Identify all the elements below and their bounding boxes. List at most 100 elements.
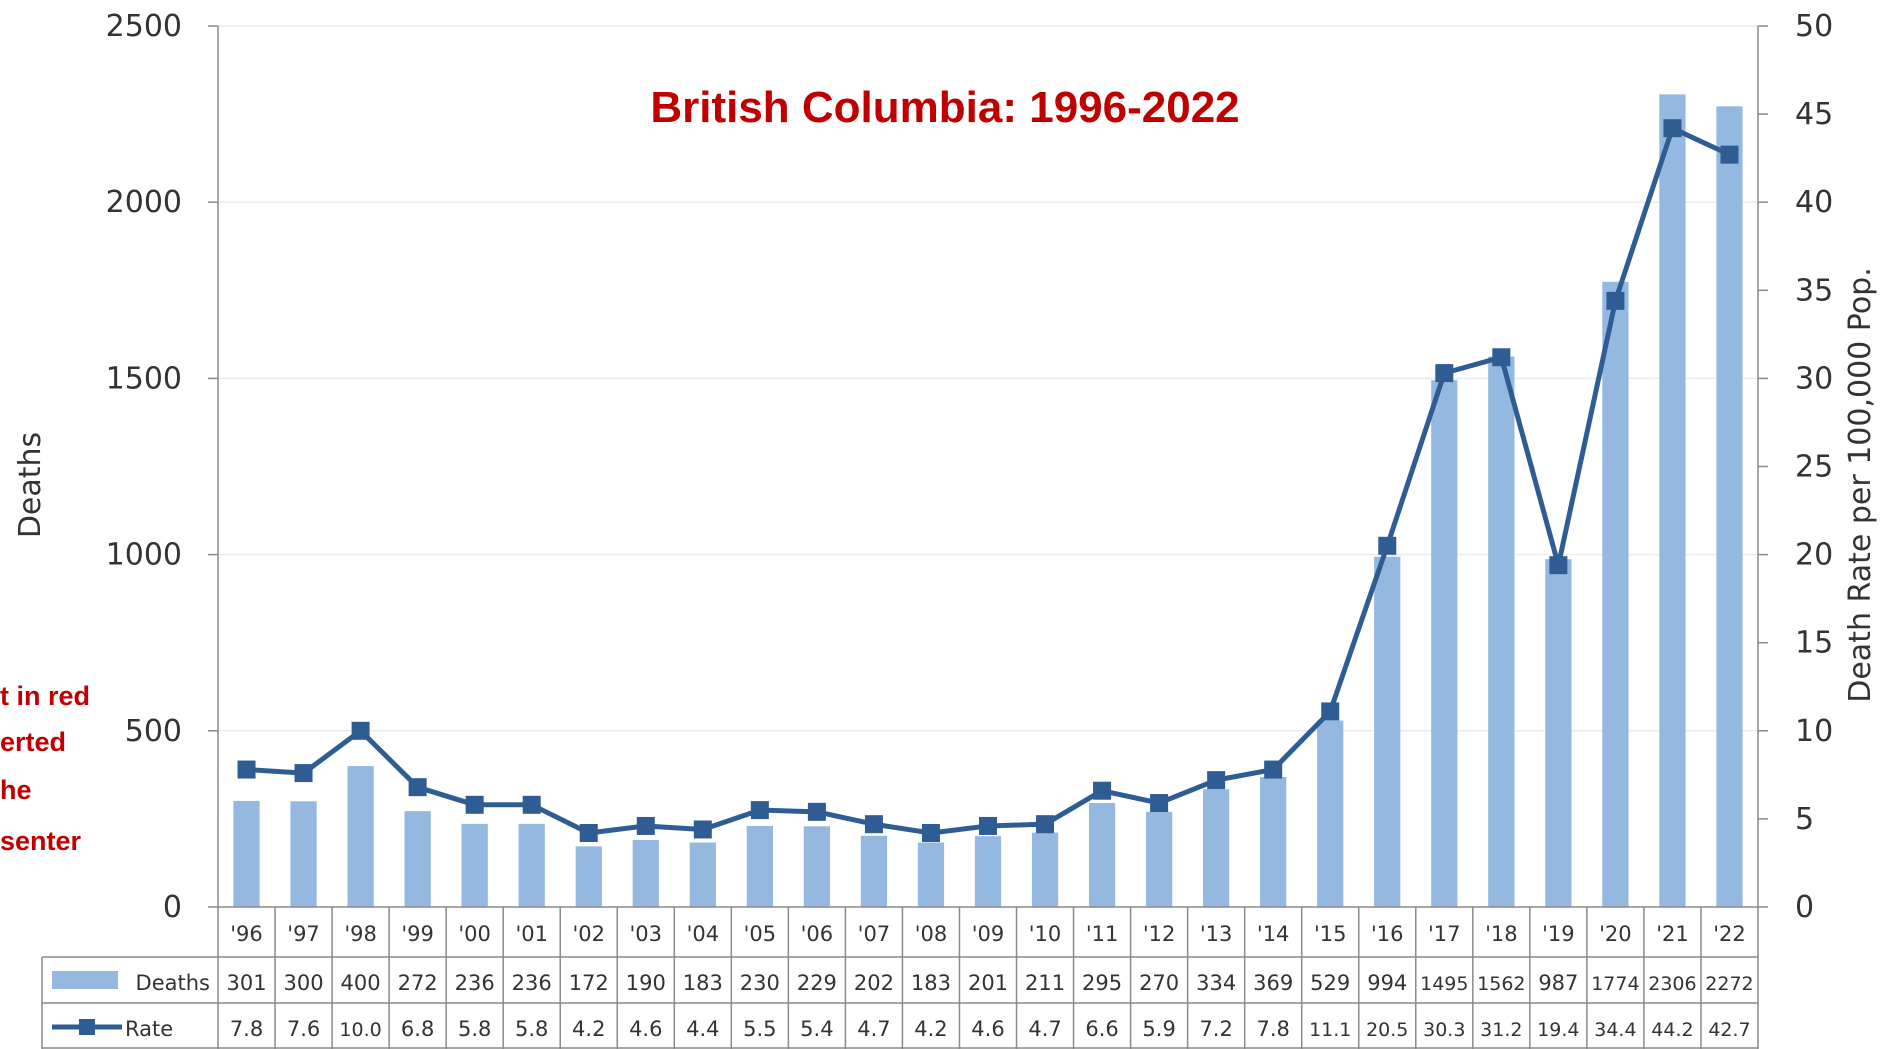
table-cell-deaths: 229 — [797, 971, 837, 995]
table-cell-deaths: 369 — [1253, 971, 1293, 995]
rate-marker — [1150, 794, 1169, 813]
rate-marker — [1207, 771, 1226, 790]
deaths-bar — [974, 836, 1002, 907]
rate-marker — [351, 721, 370, 740]
deaths-bar — [1716, 106, 1743, 908]
deaths-bar — [860, 835, 888, 907]
rate-marker — [636, 816, 655, 835]
table-cell-deaths: 1495 — [1420, 973, 1468, 995]
rate-marker — [1264, 760, 1283, 779]
x-tick-label: '08 — [915, 922, 948, 946]
deaths-bar — [461, 823, 488, 907]
table-cell-rate: 5.8 — [515, 1017, 548, 1041]
table-cell-rate: 4.2 — [572, 1017, 605, 1041]
right-tick-label: 35 — [1795, 273, 1833, 308]
right-tick-label: 10 — [1795, 714, 1833, 749]
left-tick-label: 1500 — [106, 361, 182, 396]
rate-marker — [408, 778, 427, 797]
annotation-line: erted — [0, 727, 66, 757]
legend-marker-rate — [79, 1019, 95, 1035]
deaths-bar — [1659, 94, 1686, 907]
x-tick-label: '96 — [230, 922, 263, 946]
left-tick-label: 1000 — [106, 538, 182, 573]
table-cell-rate: 6.6 — [1085, 1017, 1118, 1041]
right-tick-label: 20 — [1795, 538, 1833, 573]
deaths-bar — [1145, 811, 1173, 907]
rate-marker — [1435, 364, 1454, 383]
table-cell-deaths: 211 — [1025, 971, 1065, 995]
table-cell-deaths: 236 — [455, 971, 495, 995]
table-cell-deaths: 183 — [911, 971, 951, 995]
right-tick-label: 45 — [1795, 97, 1833, 132]
right-axis-title: Death Rate per 100,000 Pop. — [1843, 267, 1878, 703]
axes: 0 500 1000 1500 2000 2500 0 5 10 15 20 25 30 35 40 45 50 — [106, 9, 1834, 925]
deaths-bar — [518, 823, 545, 907]
x-tick-label: '10 — [1029, 922, 1062, 946]
deaths-bar — [1431, 380, 1458, 907]
table-cell-deaths: 400 — [341, 971, 381, 995]
rate-marker — [807, 802, 826, 821]
deaths-bar — [1602, 281, 1629, 907]
table-cell-rate: 11.1 — [1309, 1019, 1351, 1041]
rate-marker — [579, 823, 598, 842]
table-cell-deaths: 300 — [284, 971, 324, 995]
legend-swatch-deaths — [52, 971, 118, 989]
x-tick-label: '20 — [1599, 922, 1632, 946]
x-tick-label: '18 — [1485, 922, 1518, 946]
table-cell-rate: 4.6 — [629, 1017, 662, 1041]
rate-marker — [1036, 815, 1055, 834]
deaths-bar — [290, 801, 317, 907]
deaths-bar — [347, 766, 374, 907]
deaths-bar — [1088, 803, 1116, 907]
rate-marker — [294, 764, 313, 783]
table-cell-deaths: 295 — [1082, 971, 1122, 995]
table-cell-deaths: 270 — [1139, 971, 1179, 995]
table-cell-deaths: 1774 — [1591, 973, 1639, 995]
table-cell-rate: 7.8 — [1256, 1017, 1289, 1041]
table-cell-deaths: 2306 — [1648, 973, 1696, 995]
x-tick-label: '05 — [744, 922, 777, 946]
deaths-bar — [1260, 776, 1287, 907]
table-cell-rate: 5.8 — [458, 1017, 491, 1041]
rate-marker — [1663, 119, 1682, 138]
x-tick-label: '01 — [515, 922, 548, 946]
x-tick-label: '00 — [458, 922, 491, 946]
table-cell-rate: 31.2 — [1480, 1019, 1522, 1041]
data-table: '96 '97 '98 '99 '00 '01 '02 '03 '04 '05 '06 '07 '08 '… — [41, 906, 1759, 1049]
table-cell-rate: 5.9 — [1142, 1017, 1175, 1041]
left-tick-label: 2500 — [106, 9, 182, 44]
table-cell-rate: 42.7 — [1708, 1019, 1750, 1041]
right-tick-label: 5 — [1795, 802, 1814, 837]
table-cell-rate: 4.2 — [914, 1017, 947, 1041]
x-tick-label: '16 — [1371, 922, 1404, 946]
rate-marker — [921, 823, 940, 842]
x-tick-label: '97 — [287, 922, 320, 946]
table-cell-rate: 20.5 — [1366, 1019, 1408, 1041]
deaths-bar — [917, 842, 945, 907]
deaths-bars — [233, 94, 1743, 908]
table-cell-deaths: 529 — [1310, 971, 1350, 995]
table-cell-rate: 7.2 — [1199, 1017, 1232, 1041]
rate-marker — [1492, 348, 1511, 367]
x-tick-label: '09 — [972, 922, 1005, 946]
table-cell-deaths: 301 — [226, 971, 266, 995]
table-cell-rate: 6.8 — [401, 1017, 434, 1041]
table-cell-deaths: 190 — [626, 971, 666, 995]
table-cell-deaths: 2272 — [1705, 973, 1753, 995]
table-cell-deaths: 230 — [740, 971, 780, 995]
rate-marker — [750, 801, 769, 820]
table-cell-deaths: 1562 — [1477, 973, 1525, 995]
rate-marker — [1378, 536, 1397, 555]
table-cell-rate: 44.2 — [1651, 1019, 1693, 1041]
table-cell-deaths: 183 — [683, 971, 723, 995]
table-cell-rate: 5.5 — [743, 1017, 776, 1041]
deaths-bar — [1374, 556, 1401, 907]
rate-marker — [1321, 702, 1340, 721]
left-tick-label: 0 — [163, 890, 182, 925]
right-tick-label: 50 — [1795, 9, 1833, 44]
right-tick-label: 25 — [1795, 450, 1833, 485]
table-cell-rate: 10.0 — [339, 1019, 381, 1041]
rate-line — [237, 119, 1739, 842]
x-tick-label: '14 — [1257, 922, 1290, 946]
